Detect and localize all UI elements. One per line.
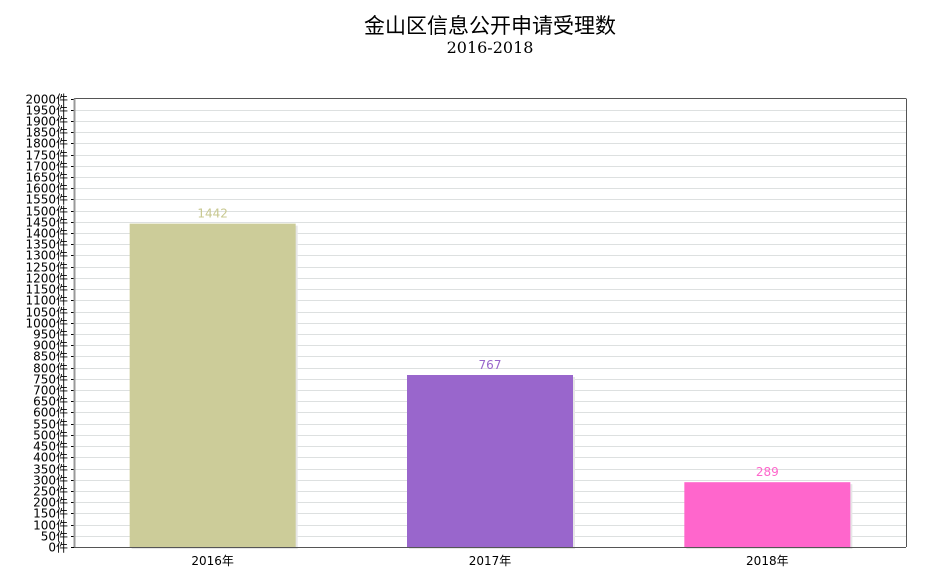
y-tick-label: 1150件 xyxy=(25,283,68,297)
y-tick-label: 450件 xyxy=(33,440,68,454)
data-label: 1442 xyxy=(197,207,228,221)
y-tick-label: 1250件 xyxy=(25,261,68,275)
y-tick-label: 800件 xyxy=(33,362,68,376)
data-label: 289 xyxy=(756,465,779,479)
y-tick-label: 600件 xyxy=(33,406,68,420)
chart-title: 金山区信息公开申请受理数 xyxy=(364,14,616,38)
y-tick-label: 100件 xyxy=(33,519,68,533)
y-tick-label: 1950件 xyxy=(25,104,68,118)
y-tick-label: 1750件 xyxy=(25,149,68,163)
y-tick-label: 700件 xyxy=(33,384,68,398)
y-tick-label: 150件 xyxy=(33,507,68,521)
chart-subtitle: 2016-2018 xyxy=(446,38,534,57)
y-tick-label: 950件 xyxy=(33,328,68,342)
y-tick-label: 1600件 xyxy=(25,182,68,196)
y-tick-label: 1400件 xyxy=(25,227,68,241)
x-tick-label: 2018年 xyxy=(746,554,789,568)
y-tick-label: 1800件 xyxy=(25,137,68,151)
y-tick-label: 1500件 xyxy=(25,205,68,219)
y-tick-label: 1300件 xyxy=(25,249,68,263)
x-tick-label: 2016年 xyxy=(191,554,234,568)
y-tick-label: 500件 xyxy=(33,429,68,443)
y-tick-label: 550件 xyxy=(33,418,68,432)
y-tick-label: 1650件 xyxy=(25,171,68,185)
y-tick-label: 250件 xyxy=(33,485,68,499)
y-tick-label: 900件 xyxy=(33,339,68,353)
y-tick-label: 1100件 xyxy=(25,294,68,308)
y-tick-label: 1700件 xyxy=(25,160,68,174)
x-tick-label: 2017年 xyxy=(469,554,512,568)
y-tick-label: 1350件 xyxy=(25,238,68,252)
data-label: 767 xyxy=(479,358,502,372)
y-tick-label: 0件 xyxy=(48,541,68,555)
y-tick-label: 2000件 xyxy=(25,93,68,107)
y-tick-label: 650件 xyxy=(33,395,68,409)
y-tick-label: 1900件 xyxy=(25,115,68,129)
y-tick-label: 1000件 xyxy=(25,317,68,331)
y-tick-label: 750件 xyxy=(33,373,68,387)
y-tick-label: 1550件 xyxy=(25,193,68,207)
y-tick-label: 400件 xyxy=(33,451,68,465)
y-tick-label: 300件 xyxy=(33,474,68,488)
y-tick-label: 1850件 xyxy=(25,126,68,140)
y-tick-label: 200件 xyxy=(33,496,68,510)
y-tick-label: 1050件 xyxy=(25,306,68,320)
y-tick-label: 1450件 xyxy=(25,216,68,230)
y-tick-label: 350件 xyxy=(33,463,68,477)
bar-2016年 xyxy=(129,223,296,547)
bar-2017年 xyxy=(407,375,573,547)
y-tick-label: 50件 xyxy=(41,530,68,544)
bar-2018年 xyxy=(684,482,851,547)
y-tick-label: 1200件 xyxy=(25,272,68,286)
y-tick-label: 850件 xyxy=(33,350,68,364)
